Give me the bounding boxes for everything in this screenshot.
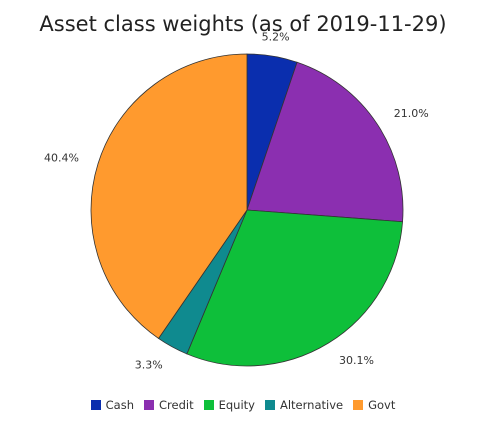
slice-label-govt: 40.4% — [44, 152, 79, 165]
legend-label: Cash — [105, 398, 135, 412]
slice-label-alternative: 3.3% — [135, 358, 163, 371]
legend-item-cash[interactable]: Cash — [90, 398, 135, 412]
legend-swatch — [353, 400, 364, 410]
legend-swatch — [144, 400, 155, 410]
legend-swatch — [264, 400, 275, 410]
legend-item-credit[interactable]: Credit — [144, 398, 194, 412]
slice-label-equity: 30.1% — [339, 354, 374, 367]
legend-swatch — [90, 400, 101, 410]
chart-title: Asset class weights (as of 2019-11-29) — [39, 12, 447, 36]
legend-item-alternative[interactable]: Alternative — [264, 398, 344, 412]
slice-label-credit: 21.0% — [394, 107, 429, 120]
legend-swatch — [203, 400, 214, 410]
pie-slice-credit — [246, 61, 404, 223]
pie-slice-equity — [186, 209, 403, 367]
legend-item-equity[interactable]: Equity — [203, 398, 255, 412]
pie-slice-govt — [90, 53, 248, 340]
legend-label: Credit — [159, 398, 194, 412]
legend: Cash Credit Equity Alternative Govt — [0, 398, 486, 412]
legend-label: Govt — [368, 398, 396, 412]
legend-label: Alternative — [279, 398, 344, 412]
legend-label: Equity — [218, 398, 255, 412]
legend-item-govt[interactable]: Govt — [353, 398, 395, 412]
slice-label-cash: 5.2% — [262, 30, 290, 43]
